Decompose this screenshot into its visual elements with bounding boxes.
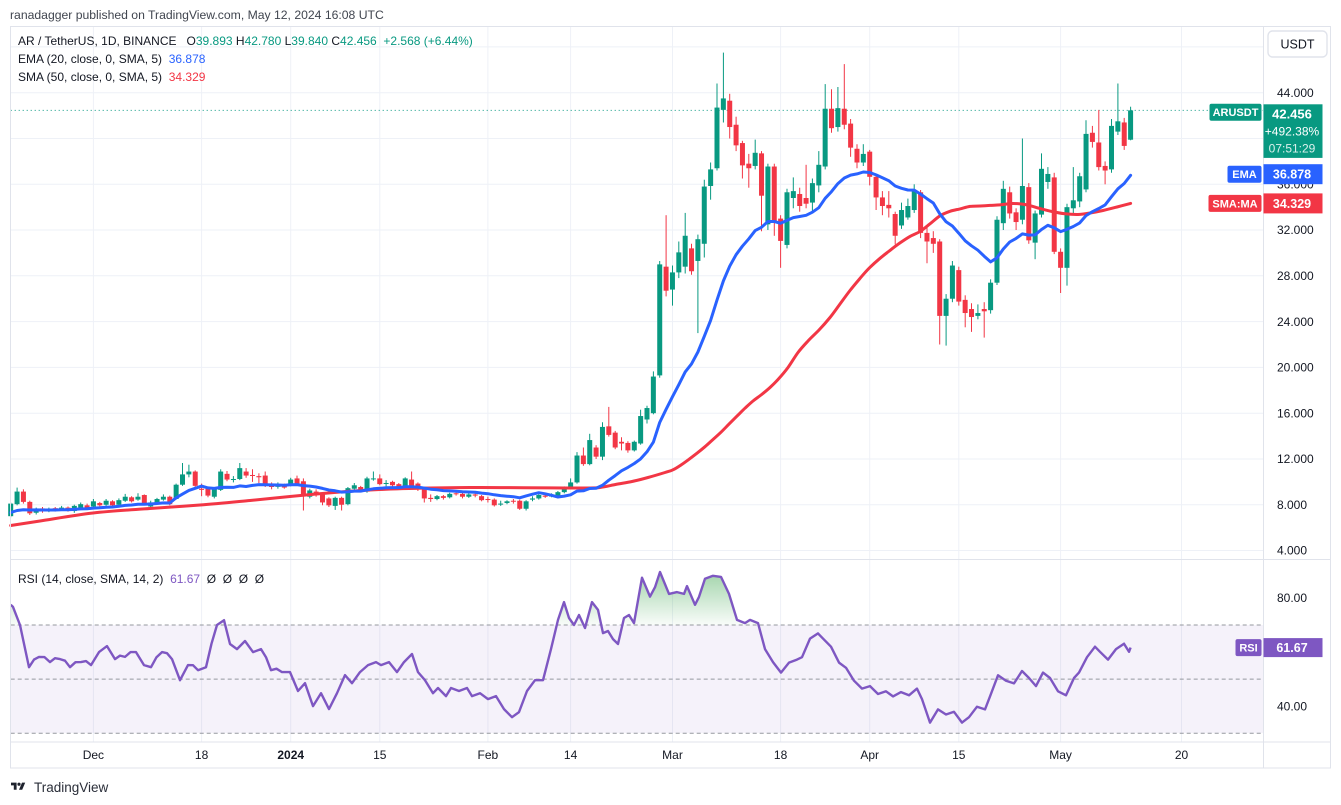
svg-text:EMA (20, close, 0, SMA, 5) 36: EMA (20, close, 0, SMA, 5) 36.878: [18, 52, 206, 66]
svg-text:+492.38%: +492.38%: [1265, 124, 1320, 138]
svg-text:40.00: 40.00: [1277, 699, 1307, 713]
svg-text:AR / TetherUS, 1D, BINANCE O: AR / TetherUS, 1D, BINANCE O39.893 H42.7…: [18, 34, 473, 48]
svg-text:42.456: 42.456: [1272, 106, 1312, 121]
svg-text:18: 18: [195, 748, 209, 762]
svg-text:May: May: [1049, 748, 1072, 762]
svg-text:4.000: 4.000: [1277, 544, 1307, 558]
svg-text:15: 15: [373, 748, 387, 762]
svg-text:07:51:29: 07:51:29: [1269, 142, 1316, 156]
svg-text:2024: 2024: [277, 748, 304, 762]
svg-text:80.00: 80.00: [1277, 591, 1307, 605]
svg-text:ARUSDT: ARUSDT: [1213, 107, 1259, 119]
svg-text:20.000: 20.000: [1277, 361, 1314, 375]
svg-text:61.67: 61.67: [1276, 641, 1307, 655]
svg-text:USDT: USDT: [1280, 38, 1314, 52]
svg-text:15: 15: [952, 748, 966, 762]
svg-text:Apr: Apr: [860, 748, 879, 762]
svg-text:12.000: 12.000: [1277, 452, 1314, 466]
svg-text:18: 18: [774, 748, 788, 762]
svg-text:44.000: 44.000: [1277, 86, 1314, 100]
svg-text:34.329: 34.329: [1273, 197, 1311, 211]
svg-text:8.000: 8.000: [1277, 498, 1307, 512]
svg-text:28.000: 28.000: [1277, 269, 1314, 283]
svg-text:TradingView: TradingView: [34, 780, 109, 795]
svg-text:SMA (50, close, 0, SMA, 5) 34: SMA (50, close, 0, SMA, 5) 34.329: [18, 70, 206, 84]
svg-text:RSI: RSI: [1239, 643, 1257, 655]
svg-text:14: 14: [564, 748, 578, 762]
svg-text:RSI (14, close, SMA, 14, 2) 6: RSI (14, close, SMA, 14, 2) 61.67 Ø Ø Ø …: [18, 572, 264, 586]
svg-text:36.878: 36.878: [1273, 168, 1311, 182]
svg-text:EMA: EMA: [1232, 169, 1257, 181]
svg-text:16.000: 16.000: [1277, 406, 1314, 420]
svg-text:Feb: Feb: [478, 748, 499, 762]
svg-text:32.000: 32.000: [1277, 223, 1314, 237]
svg-text:Dec: Dec: [83, 748, 104, 762]
svg-text:24.000: 24.000: [1277, 315, 1314, 329]
svg-text:SMA:MA: SMA:MA: [1212, 198, 1257, 210]
svg-text:ranadagger published on Tradin: ranadagger published on TradingView.com,…: [10, 8, 384, 22]
svg-text:Mar: Mar: [662, 748, 683, 762]
svg-text:20: 20: [1175, 748, 1189, 762]
